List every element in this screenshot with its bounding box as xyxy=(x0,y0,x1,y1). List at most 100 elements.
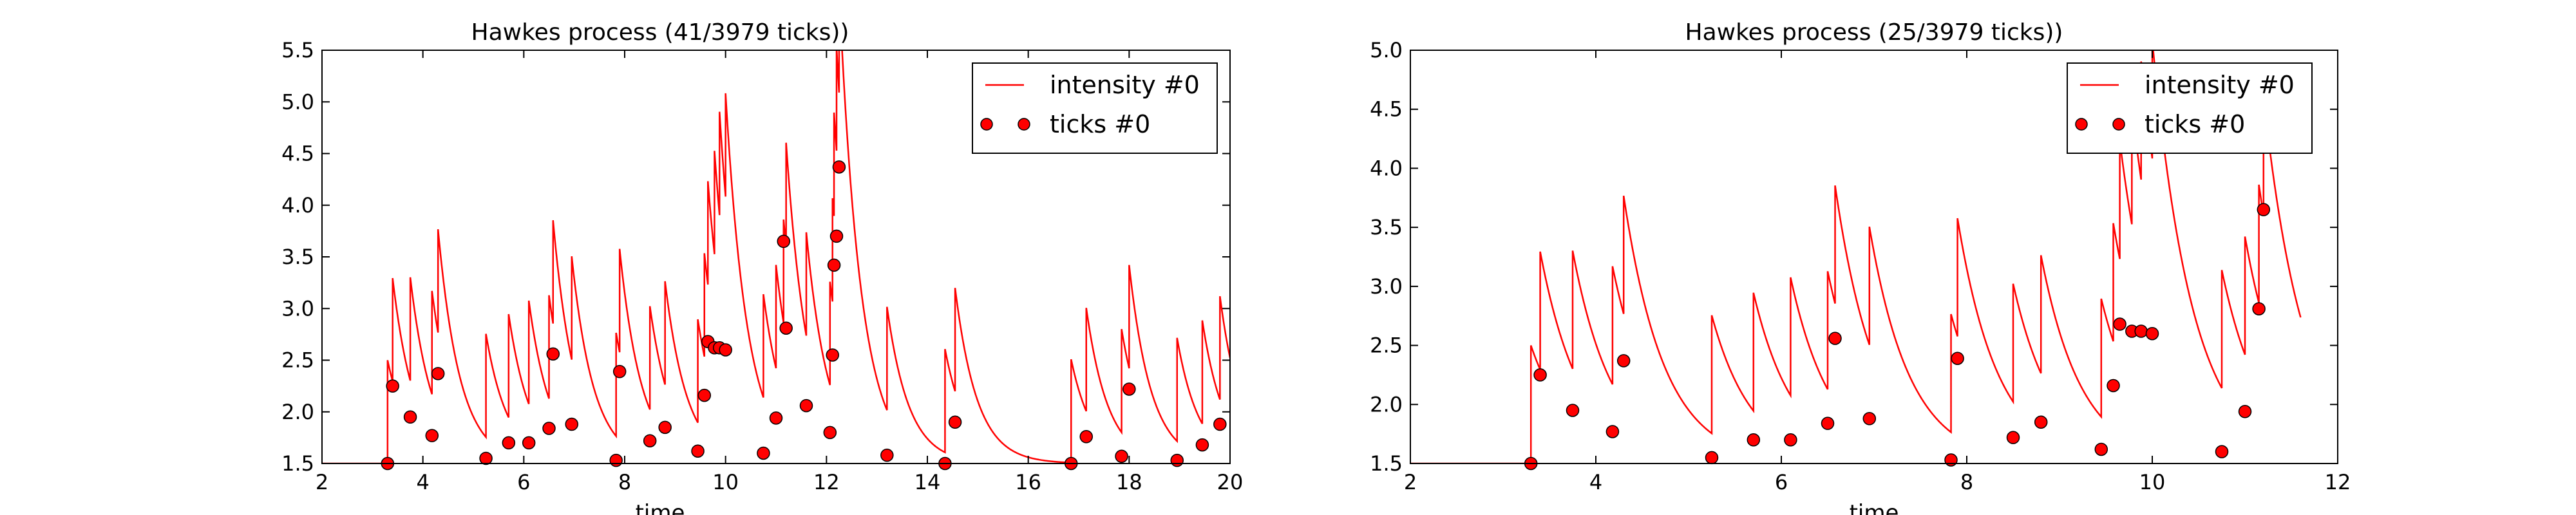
y-tick-label: 3.0 xyxy=(1370,274,1403,299)
legend-label-ticks: ticks #0 xyxy=(2145,110,2245,138)
x-tick-label: 12 xyxy=(2325,470,2351,494)
tick-marker xyxy=(502,436,516,450)
axes-frame xyxy=(1410,50,2338,464)
tick-marker xyxy=(1862,412,1877,426)
tick-marker xyxy=(431,367,445,380)
tick-marker xyxy=(1784,433,1797,447)
tick-marker xyxy=(799,398,813,413)
x-tick-label: 18 xyxy=(1116,470,1142,494)
tick-marker xyxy=(779,321,793,335)
legend-label-ticks: ticks #0 xyxy=(1050,110,1150,138)
legend-marker-sample xyxy=(2112,118,2125,131)
tick-marker xyxy=(826,348,839,362)
y-tick-label: 1.5 xyxy=(1370,451,1403,476)
tick-marker xyxy=(1195,438,1209,452)
tick-marker xyxy=(643,434,657,447)
chart-title: Hawkes process (41/3979 ticks)) xyxy=(471,19,849,46)
tick-marker xyxy=(1821,417,1835,430)
y-tick-label: 5.0 xyxy=(281,89,314,114)
tick-marker xyxy=(565,417,578,431)
x-tick-label: 20 xyxy=(1217,470,1244,494)
x-tick-label: 8 xyxy=(1960,470,1973,494)
tick-marker xyxy=(1170,453,1184,467)
legend-box xyxy=(972,62,1218,154)
tick-marker xyxy=(1566,404,1580,417)
y-tick-label: 3.5 xyxy=(281,245,314,269)
tick-marker xyxy=(1828,332,1842,345)
legend-marker-sample xyxy=(980,118,993,131)
x-tick-label: 4 xyxy=(1589,470,1602,494)
x-tick-label: 2 xyxy=(316,470,328,494)
y-tick-label: 4.0 xyxy=(1370,156,1403,180)
tick-marker xyxy=(1705,451,1719,465)
y-tick-label: 4.5 xyxy=(1370,97,1403,122)
tick-marker xyxy=(777,234,790,248)
tick-marker xyxy=(425,429,439,442)
x-tick-label: 8 xyxy=(618,470,631,494)
tick-marker xyxy=(1951,351,1964,365)
tick-marker xyxy=(719,343,732,357)
chart-title: Hawkes process (25/3979 ticks)) xyxy=(1685,19,2063,46)
x-tick-label: 4 xyxy=(416,470,429,494)
y-tick-label: 5.5 xyxy=(281,38,314,62)
tick-marker xyxy=(2113,317,2126,331)
tick-marker xyxy=(880,448,894,462)
tick-marker xyxy=(769,411,783,425)
tick-marker xyxy=(1944,453,1958,467)
tick-marker xyxy=(658,420,672,435)
tick-marker xyxy=(948,415,962,429)
y-tick-label: 3.0 xyxy=(281,296,314,321)
tick-marker xyxy=(2145,326,2159,341)
x-tick-label: 2 xyxy=(1404,470,1417,494)
tick-marker xyxy=(757,446,770,460)
x-tick-label: 12 xyxy=(813,470,840,494)
tick-marker xyxy=(1213,417,1227,431)
tick-marker xyxy=(609,453,623,467)
y-tick-label: 2.5 xyxy=(281,348,314,373)
tick-marker xyxy=(1122,382,1136,396)
y-tick-label: 2.5 xyxy=(1370,333,1403,358)
tick-marker xyxy=(827,258,841,272)
tick-marker xyxy=(823,426,837,440)
tick-marker xyxy=(2094,442,2108,456)
y-tick-label: 2.0 xyxy=(281,400,314,424)
tick-marker xyxy=(691,444,705,458)
chart-left: Hawkes process (41/3979 ticks)) time 2 4 6… xyxy=(281,19,1244,515)
x-tick-label: 6 xyxy=(1775,470,1788,494)
tick-marker xyxy=(2034,415,2048,429)
tick-marker xyxy=(1616,354,1631,368)
y-tick-label: 5.0 xyxy=(1370,38,1403,62)
tick-marker xyxy=(1079,430,1093,444)
tick-marker xyxy=(2006,431,2020,444)
x-tick-label: 10 xyxy=(712,470,739,494)
tick-marker xyxy=(2215,445,2229,458)
legend-label-intensity: intensity #0 xyxy=(1050,71,1200,99)
x-tick-label: 14 xyxy=(914,470,941,494)
x-tick-label: 16 xyxy=(1015,470,1041,494)
x-tick-label: 10 xyxy=(2139,470,2166,494)
x-tick-label: 6 xyxy=(517,470,530,494)
tick-marker xyxy=(1605,425,1620,438)
tick-marker xyxy=(522,436,536,450)
tick-marker xyxy=(2107,379,2120,393)
plot-area: 2 4 6 8 10 12 1.5 2.0 2.5 3.0 3.5 4.0 4.5 5.0 xyxy=(1370,38,2351,494)
x-axis-label: time xyxy=(1850,500,1899,515)
tick-marker xyxy=(542,422,556,435)
tick-marker xyxy=(1747,433,1761,447)
y-tick-label: 3.5 xyxy=(1370,215,1403,239)
legend-label-intensity: intensity #0 xyxy=(2145,71,2295,99)
tick-marker xyxy=(2257,203,2271,216)
tick-marker xyxy=(697,388,712,402)
tick-marker xyxy=(1533,368,1547,382)
chart-right: Hawkes process (25/3979 ticks)) time 2 4 6… xyxy=(1370,19,2351,515)
legend-box xyxy=(2067,62,2313,154)
plot-area: 2 4 6 8 10 12 14 16 18 20 1.5 2.0 2.5 3.0 3.5 4.0 4.5 5.0… xyxy=(281,38,1244,494)
tick-marker xyxy=(479,451,493,465)
y-tick-label: 4.5 xyxy=(281,142,314,166)
y-tick-label: 4.0 xyxy=(281,193,314,218)
tick-marker xyxy=(2252,302,2266,315)
tick-marker xyxy=(386,379,399,393)
y-tick-label: 2.0 xyxy=(1370,392,1403,417)
legend-marker-sample xyxy=(1018,118,1030,131)
